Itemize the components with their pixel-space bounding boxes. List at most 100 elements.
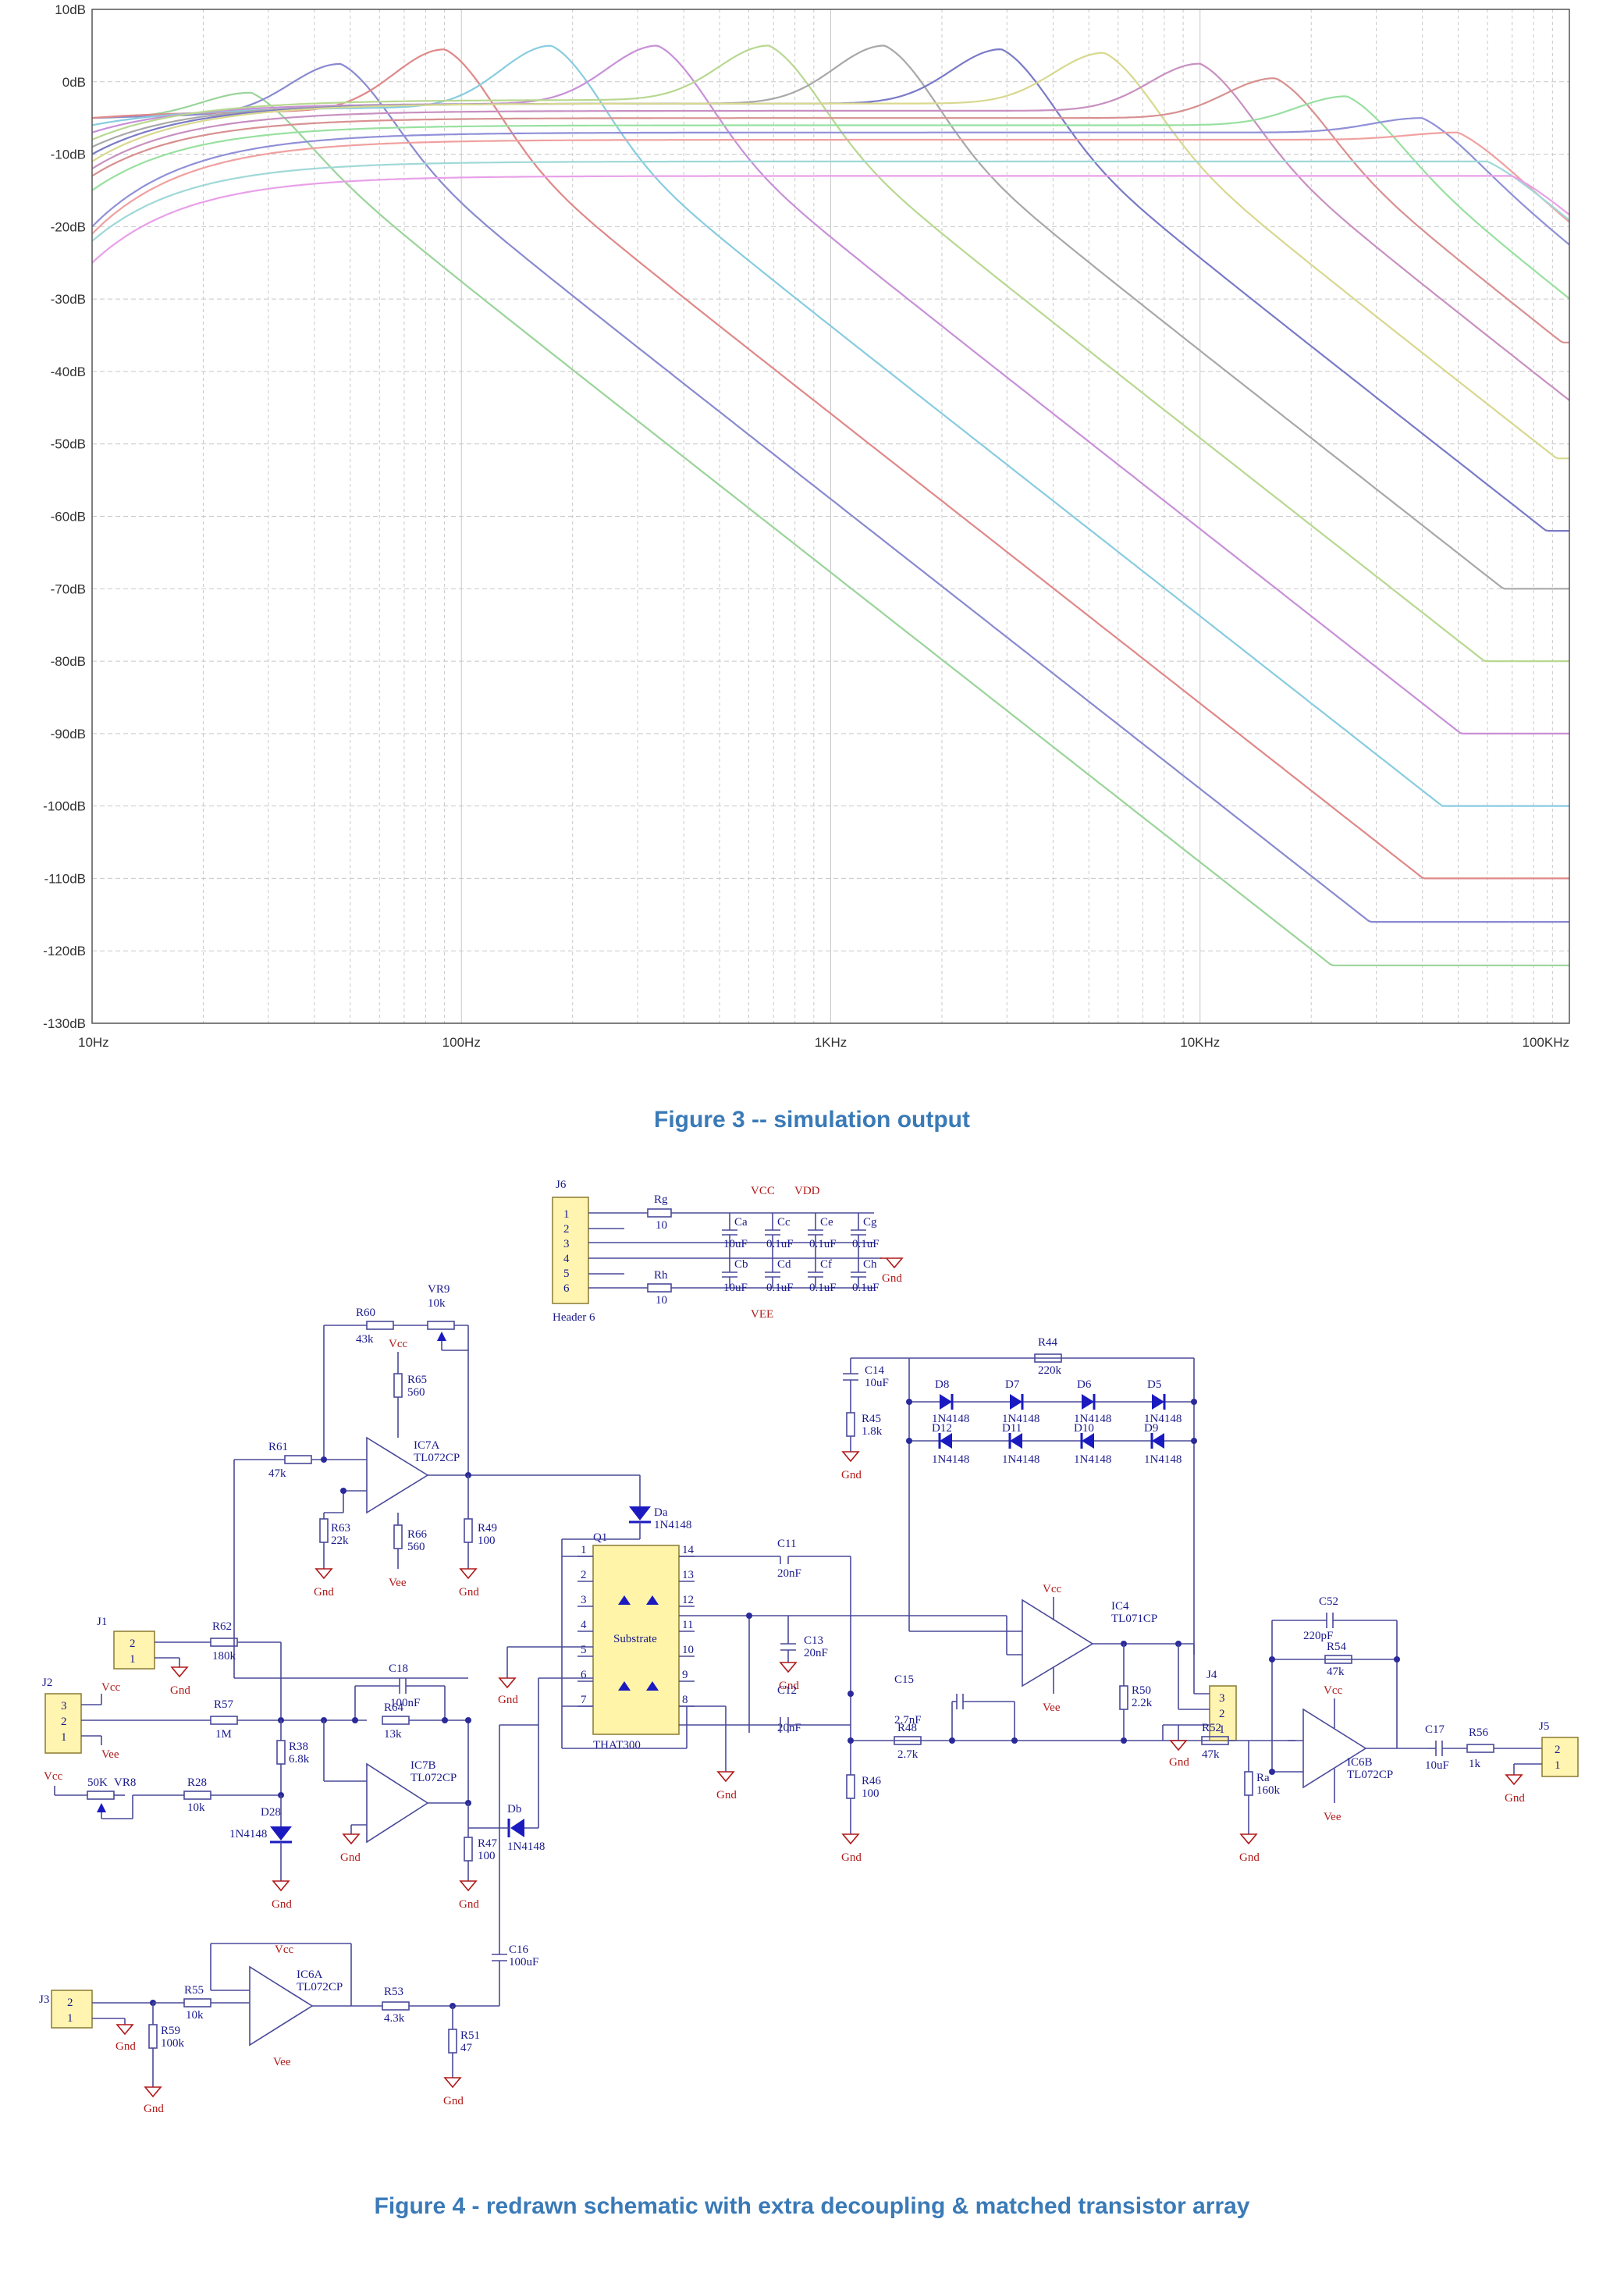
cap-Cg-label: Cg bbox=[863, 1216, 877, 1229]
vee-rail: VEE bbox=[751, 1308, 773, 1321]
j2-pin1: 1 bbox=[61, 1731, 67, 1744]
diode-d12-label: D12 bbox=[932, 1422, 952, 1435]
ic6a-section: Vcc IC6A TL072CP Vee J3 2 1 R55 10k Gnd … bbox=[39, 1724, 538, 2115]
rg-label: Rg bbox=[654, 1193, 668, 1206]
j3-connector bbox=[51, 1990, 93, 2029]
diode-d9-label: D9 bbox=[1144, 1422, 1158, 1435]
vee-ic4: Vee bbox=[1043, 1702, 1061, 1714]
c11-label: C11 bbox=[777, 1538, 796, 1550]
ic4-section: IC4 TL071CP Vcc Vee bbox=[909, 1583, 1194, 1714]
r46-value: 100 bbox=[862, 1787, 880, 1800]
diode-d8-type: 1N4148 bbox=[932, 1413, 969, 1425]
vr8-value: 50K bbox=[87, 1776, 108, 1789]
j6-pin-5: 5 bbox=[563, 1268, 570, 1280]
ic6b-type: TL072CP bbox=[1347, 1769, 1393, 1781]
q1-transistor-mark bbox=[618, 1595, 631, 1605]
y-tick-label: -110dB bbox=[44, 871, 86, 886]
r59-label: R59 bbox=[161, 2025, 180, 2037]
ic4-type: TL071CP bbox=[1111, 1613, 1157, 1625]
gnd-r47: Gnd bbox=[459, 1898, 479, 1911]
rh-value: 10 bbox=[656, 1294, 667, 1307]
r60-value: 43k bbox=[356, 1333, 374, 1346]
diode-d11-label: D11 bbox=[1002, 1422, 1022, 1435]
c14-label: C14 bbox=[865, 1364, 885, 1377]
r55-label: R55 bbox=[184, 1984, 204, 1997]
ic6b-label: IC6B bbox=[1347, 1756, 1373, 1769]
gnd-q1: Gnd bbox=[716, 1789, 737, 1801]
r61-label: R61 bbox=[268, 1441, 288, 1453]
j2-label: J2 bbox=[42, 1677, 52, 1689]
r28-label: R28 bbox=[187, 1776, 207, 1789]
y-tick-labels: 10dB 0dB -10dB -20dB -30dB -40dB -50dB -60dB -70… bbox=[43, 2, 86, 1031]
diode-ladder-section: C14 10uF R45 1.8k Gnd R44 220k D81N4148D… bbox=[841, 1336, 1197, 1655]
x-tick-label: 100Hz bbox=[442, 1035, 481, 1050]
r53-label: R53 bbox=[384, 1986, 403, 1998]
j4-label: J4 bbox=[1206, 1669, 1217, 1681]
cap-Cc-label: Cc bbox=[777, 1216, 791, 1229]
j6-decoupling-block: J6 Header 6 1 2 3 4 5 6 Rg 10 Rh 10 Ca 10uF Cb 1… bbox=[552, 1179, 904, 1324]
r61-value: 47k bbox=[268, 1467, 286, 1480]
cap-Cd-label: Cd bbox=[777, 1258, 791, 1271]
cap-Cc-value: 0.1uF bbox=[766, 1238, 794, 1250]
vcc-rail: VCC bbox=[751, 1185, 775, 1197]
series-14-curve bbox=[91, 131, 1570, 235]
diode-d10 bbox=[1082, 1433, 1094, 1449]
j2-pin3: 3 bbox=[61, 1700, 67, 1712]
gnd-j1: Gnd bbox=[170, 1684, 190, 1697]
q1-pin-13: 13 bbox=[682, 1569, 694, 1581]
series-10-curve bbox=[91, 62, 1570, 401]
vdd-rail: VDD bbox=[794, 1185, 820, 1197]
c15-value: 2.7nF bbox=[894, 1714, 922, 1727]
r56-label: R56 bbox=[1469, 1727, 1489, 1739]
cap-Cd-value: 0.1uF bbox=[766, 1282, 794, 1294]
plot-curves bbox=[91, 44, 1570, 966]
cap-Ca-value: 10uF bbox=[723, 1238, 748, 1250]
r47-label: R47 bbox=[478, 1837, 498, 1850]
series-5-curve bbox=[91, 44, 1569, 735]
c15-label: C15 bbox=[894, 1673, 914, 1686]
series-2-curve bbox=[91, 62, 1569, 923]
cap-Cb-label: Cb bbox=[734, 1258, 748, 1271]
y-tick-label: -120dB bbox=[43, 944, 86, 958]
gnd-ra: Gnd bbox=[1239, 1851, 1260, 1864]
j3-pin1: 1 bbox=[67, 2012, 73, 2025]
cap-Ce-label: Ce bbox=[820, 1216, 833, 1229]
r64-label: R64 bbox=[384, 1702, 404, 1714]
vcc-ic6a: Vcc bbox=[275, 1943, 293, 1956]
j5-pin1: 1 bbox=[1555, 1759, 1561, 1772]
r44-label: R44 bbox=[1038, 1336, 1058, 1349]
vr9-value: 10k bbox=[428, 1297, 446, 1310]
r28-value: 10k bbox=[187, 1801, 205, 1814]
q1-label: Q1 bbox=[593, 1531, 607, 1544]
j6-pin-3: 3 bbox=[563, 1238, 570, 1250]
j6-pin-1: 1 bbox=[563, 1208, 570, 1221]
y-tick-label: -20dB bbox=[51, 219, 86, 234]
gnd-r45: Gnd bbox=[841, 1469, 862, 1481]
r64-value: 13k bbox=[384, 1728, 402, 1741]
q1-pin-11: 11 bbox=[682, 1619, 693, 1631]
x-tick-labels: 10Hz 100Hz 1KHz 10KHz 100KHz bbox=[78, 1035, 1569, 1050]
r38-value: 6.8k bbox=[289, 1753, 310, 1766]
cap-Ch-label: Ch bbox=[863, 1258, 877, 1271]
vee-ic6a: Vee bbox=[273, 2056, 291, 2068]
that300-section: Da 1N4148 Q1 Substrate THAT300 123456714… bbox=[468, 1475, 1007, 1853]
ic7a-type: TL072CP bbox=[414, 1452, 460, 1464]
j5-label: J5 bbox=[1539, 1720, 1549, 1733]
ic4-label: IC4 bbox=[1111, 1600, 1129, 1613]
series-1-curve bbox=[91, 91, 1569, 966]
r52-label: R52 bbox=[1202, 1722, 1221, 1734]
diode-d8 bbox=[940, 1394, 952, 1410]
c14-value: 10uF bbox=[865, 1377, 889, 1389]
j1-pin2: 2 bbox=[130, 1638, 136, 1650]
q1-transistor-mark bbox=[646, 1681, 659, 1691]
diode-d5-label: D5 bbox=[1147, 1378, 1161, 1391]
cap-Ch-value: 0.1uF bbox=[852, 1282, 880, 1294]
gnd-r59: Gnd bbox=[144, 2103, 164, 2115]
gnd-q1-sub: Gnd bbox=[498, 1694, 518, 1706]
j6-label: J6 bbox=[556, 1179, 567, 1191]
c16-value: 100uF bbox=[509, 1956, 538, 1968]
j4-pin2: 2 bbox=[1219, 1708, 1225, 1720]
diode-d6-type: 1N4148 bbox=[1074, 1413, 1111, 1425]
series-16-curve bbox=[91, 175, 1570, 264]
